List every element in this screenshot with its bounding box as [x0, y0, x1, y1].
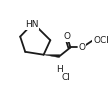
- Text: H: H: [56, 65, 63, 74]
- Text: HN: HN: [25, 20, 39, 29]
- Text: O: O: [79, 43, 86, 52]
- Text: O: O: [64, 32, 71, 41]
- Text: OCH₃: OCH₃: [93, 36, 108, 45]
- Polygon shape: [44, 55, 60, 58]
- Text: Cl: Cl: [62, 73, 71, 82]
